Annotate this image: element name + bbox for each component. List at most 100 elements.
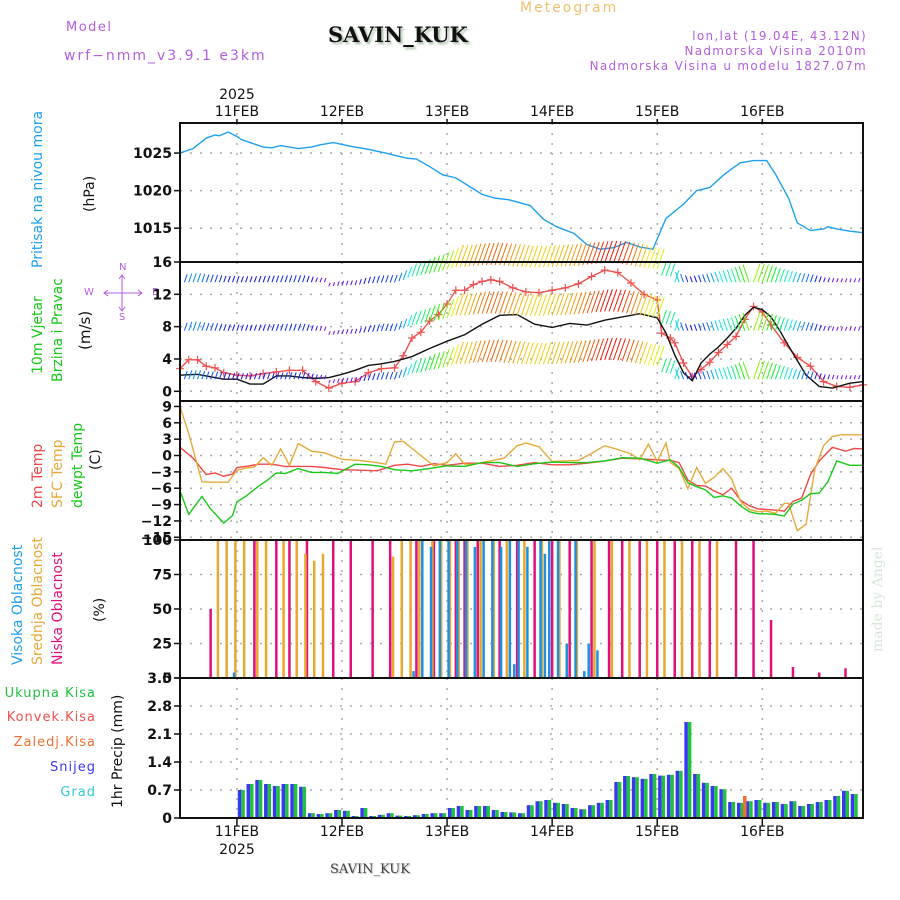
wind-arrow <box>621 241 631 265</box>
precip-bar-snow <box>412 815 417 818</box>
wind-arrow <box>394 274 398 283</box>
wind-arrow <box>350 280 353 286</box>
wind-arrow <box>689 373 693 380</box>
wind-arrow <box>652 296 661 318</box>
precip-bar-total <box>433 813 438 818</box>
wind-arrow <box>385 372 389 380</box>
wind-arrow <box>669 311 676 326</box>
gust-marker <box>390 363 399 372</box>
wind-arrow <box>424 307 431 323</box>
wind-arrow <box>380 275 385 283</box>
legend-total-rain: Ukupna Kisa <box>4 686 96 701</box>
wind-arrow <box>818 276 822 283</box>
wind-arrow <box>582 339 591 363</box>
bar-cloud_low <box>568 540 571 678</box>
wind-arrow <box>693 324 698 331</box>
wind-arrow <box>302 372 306 380</box>
precip-bar-snow <box>658 775 662 818</box>
precip-bar-total <box>670 774 674 818</box>
gust-marker <box>298 366 307 375</box>
y-tick-label: −6 <box>151 481 172 497</box>
wind-arrow <box>205 322 210 331</box>
wind-arrow <box>240 373 244 380</box>
precip-bar-snow <box>421 814 426 818</box>
wind-arrow <box>538 294 547 316</box>
wind-arrow <box>689 276 693 283</box>
wind-arrow <box>429 305 436 322</box>
wind-arrow <box>621 290 631 313</box>
wind-arrow <box>310 276 314 283</box>
bar-cloud_mid <box>391 556 395 678</box>
wind-arrow <box>534 294 543 316</box>
wind-arrow <box>192 321 197 331</box>
precip-bar-total <box>722 789 727 818</box>
bar-cloud_high <box>543 553 547 678</box>
y-tick-label: 1015 <box>133 221 172 237</box>
y-tick-label: 16 <box>153 255 172 271</box>
precip-bar-total <box>302 786 307 818</box>
wind-arrow <box>599 338 609 361</box>
wind-arrow <box>201 370 206 380</box>
wind-arrow <box>556 293 565 316</box>
precip-bar-snow <box>342 810 347 818</box>
bar-cloud_high <box>464 540 468 678</box>
wind-arrow <box>853 278 857 283</box>
wind-arrow <box>652 247 661 269</box>
precip-bar-total <box>241 790 245 818</box>
precip-bar-snow <box>395 815 399 818</box>
wind-arrow <box>450 247 460 269</box>
wind-arrow <box>354 377 358 383</box>
wind-arrow <box>310 373 314 380</box>
wind-arrow <box>529 342 539 365</box>
gust-marker <box>495 277 504 286</box>
wind-arrow <box>766 265 773 283</box>
bar-cloud_mid <box>492 540 495 678</box>
wind-arrow <box>429 256 436 274</box>
wind-arrow <box>849 326 852 331</box>
wind-arrow <box>564 244 574 267</box>
precip-bar-total <box>337 810 342 818</box>
wind-arrow <box>288 372 293 380</box>
wind-arrow <box>643 246 652 268</box>
wind-arrow <box>639 293 648 316</box>
bar-cloud_high <box>548 540 551 678</box>
wind-arrow <box>604 337 613 360</box>
y-tick-label: 50 <box>153 602 173 618</box>
precip-bar-snow <box>509 812 513 818</box>
bar-cloud_high <box>499 546 503 678</box>
wind-arrow <box>332 282 336 287</box>
precip-bar-total <box>661 775 666 818</box>
bottom-day-label: 16FEB <box>740 824 784 840</box>
compass-south: S <box>119 312 126 323</box>
bar-cloud_mid <box>312 560 316 678</box>
wind-arrow <box>770 363 777 380</box>
wind-arrow <box>363 374 367 382</box>
wind-arrow <box>446 298 455 319</box>
gust-marker <box>657 329 666 338</box>
y-tick-label: −12 <box>141 514 172 530</box>
gust-marker <box>285 366 294 375</box>
precip-bar-total <box>731 802 736 818</box>
wind-arrow <box>831 277 835 283</box>
wind-arrow <box>516 293 526 316</box>
wind-arrow <box>710 321 715 331</box>
precip-bar-total <box>836 796 841 818</box>
gust-marker <box>377 364 386 373</box>
wind-arrow <box>675 368 680 380</box>
precip-bar-snow <box>806 804 811 818</box>
precip-bar-snow <box>701 782 706 818</box>
wind-arrow <box>675 320 680 331</box>
wind-arrow <box>394 323 398 332</box>
model-elevation-label: Nadmorska Visina u modelu 1827.07m <box>589 59 867 73</box>
y-tick-label: −3 <box>151 465 172 481</box>
wind-arrow <box>836 326 839 331</box>
precip-bar-total <box>530 805 534 818</box>
wind-arrow <box>652 344 661 366</box>
bar-cloud_low <box>275 540 278 678</box>
wind-arrow <box>521 245 530 268</box>
bottom-day-label: 11FEB <box>215 824 259 840</box>
precip-bar-total <box>495 810 499 818</box>
bar-cloud_low <box>209 609 212 678</box>
bar-cloud_mid <box>295 540 298 678</box>
wind-arrow <box>710 272 715 283</box>
